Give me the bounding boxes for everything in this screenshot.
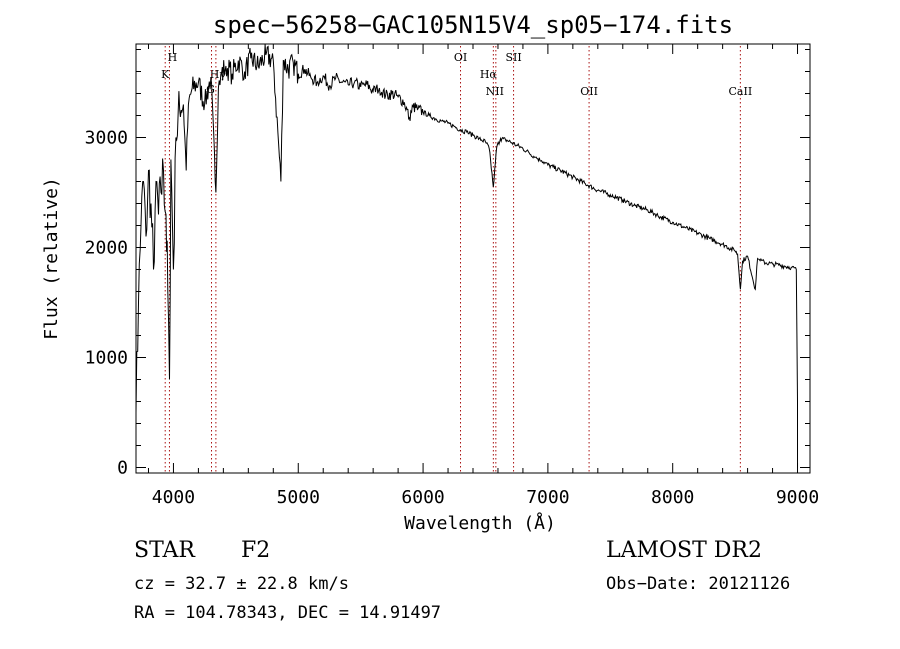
obs-date: Obs−Date: 20121126 — [606, 574, 791, 594]
spectral-line-label: CaII — [729, 85, 753, 98]
spectral-line-label: OI — [454, 51, 467, 64]
spectral-line-label: OII — [580, 85, 598, 98]
plot-frame — [135, 43, 811, 474]
x-tick-label: 9000 — [776, 487, 819, 508]
x-axis-label: Wavelength (Å) — [404, 512, 556, 534]
coordinates: RA = 104.78343, DEC = 14.91497 — [134, 603, 442, 623]
y-axis-label: Flux (relative) — [41, 177, 62, 340]
x-tick-label: 7000 — [526, 487, 569, 508]
spectral-line-label: NII — [486, 85, 504, 98]
spectral-line-label: Hα — [480, 68, 498, 81]
spectrum-line — [135, 44, 799, 468]
x-tick-label: 8000 — [651, 487, 694, 508]
spectral-line-label: SII — [505, 51, 521, 64]
spectral-line-label: G — [206, 83, 215, 96]
y-tick-label: 0 — [117, 458, 128, 479]
x-tick-label: 4000 — [152, 487, 195, 508]
survey-name: LAMOST DR2 — [606, 538, 762, 563]
spectral-line-label: K — [161, 68, 170, 81]
y-tick-label: 2000 — [85, 238, 128, 259]
x-tick-label: 6000 — [401, 487, 444, 508]
x-tick-label: 5000 — [277, 487, 320, 508]
subclass: F2 — [241, 538, 271, 563]
chart-title: spec−56258−GAC105N15V4_sp05−174.fits — [213, 11, 733, 39]
y-tick-label: 1000 — [85, 348, 128, 369]
object-class: STAR — [134, 538, 195, 563]
spectral-line-label: H — [168, 51, 178, 64]
cz-value: cz = 32.7 ± 22.8 km/s — [134, 574, 349, 594]
y-tick-label: 3000 — [85, 128, 128, 149]
